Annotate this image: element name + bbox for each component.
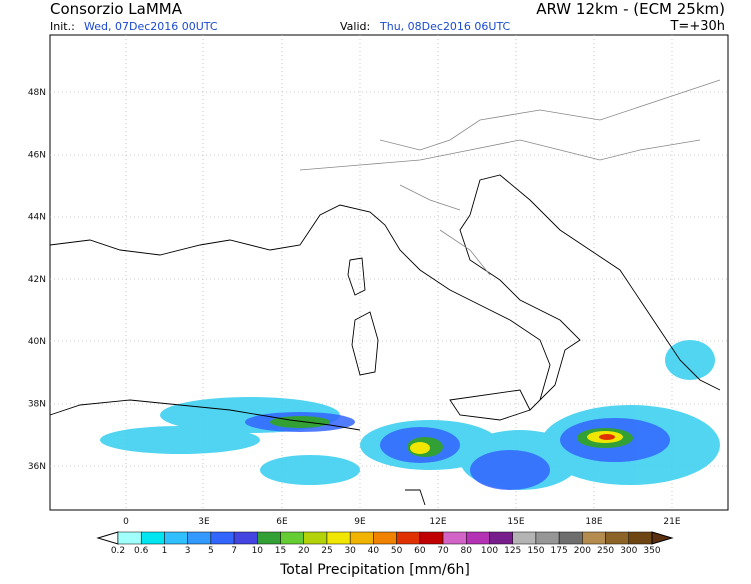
model: ARW 12km - (ECM 25km) (536, 0, 725, 18)
lon-label: 21E (663, 517, 680, 527)
init-value: Wed, 07Dec2016 00UTC (84, 20, 218, 33)
colorbar-box (257, 531, 281, 545)
axis-labels: 48N 46N 44N 42N 40N 38N 36N 0 3E 6E 9E 12E 15E 18E 21E (28, 88, 681, 527)
colorbar-box (628, 531, 653, 545)
lat-label: 42N (28, 275, 46, 285)
valid-value: Thu, 08Dec2016 06UTC (379, 20, 511, 33)
colorbar-label: 60 (414, 546, 426, 556)
colorbar-label: 7 (231, 546, 237, 556)
lon-label: 0 (123, 517, 129, 527)
colorbar-box (233, 531, 258, 545)
forecast-step: T=+30h (669, 19, 725, 34)
colorbar-label: 0.2 (111, 546, 125, 556)
colorbar-box (280, 531, 304, 545)
colorbar-box (558, 531, 583, 545)
colorbar-label: 80 (461, 546, 473, 556)
colorbar-label: 50 (391, 546, 403, 556)
colorbar-title: Total Precipitation [mm/6h] (279, 562, 470, 578)
lon-label: 6E (276, 517, 288, 527)
map-area (49, 34, 729, 511)
colorbar-box (140, 531, 165, 545)
colorbar-box (164, 531, 188, 545)
lat-label: 46N (28, 150, 46, 160)
colorbar-box (512, 531, 537, 545)
colorbar-label: 40 (368, 546, 380, 556)
colorbar-label: 150 (527, 546, 544, 556)
lat-label: 36N (28, 462, 46, 472)
colorbar-box (210, 531, 235, 545)
colorbar-box (535, 531, 560, 545)
lat-label: 44N (28, 213, 46, 223)
lon-label: 9E (354, 517, 366, 527)
title: Consorzio LaMMA (50, 0, 183, 18)
colorbar-label: 10 (252, 546, 264, 556)
lon-label: 12E (429, 517, 446, 527)
colorbar-label: 250 (597, 546, 614, 556)
colorbar: 0.2 0.6 1 3 5 7 10 15 20 25 30 40 50 60 70 80 100 125 150 1… (96, 531, 674, 556)
colorbar-label: 350 (643, 546, 660, 556)
colorbar-box (396, 531, 421, 545)
colorbar-box (605, 531, 630, 545)
lon-label: 3E (198, 517, 210, 527)
colorbar-label: 175 (551, 546, 568, 556)
lat-label: 40N (28, 337, 46, 347)
lat-label: 38N (28, 400, 46, 410)
init-label: Init.: (50, 20, 75, 33)
colorbar-box (303, 531, 328, 545)
colorbar-box (373, 531, 397, 545)
colorbar-box (442, 531, 467, 545)
colorbar-box (117, 531, 142, 545)
colorbar-label: 3 (185, 546, 191, 556)
colorbar-label: 70 (437, 546, 449, 556)
colorbar-low (96, 531, 119, 545)
colorbar-box (187, 531, 212, 545)
lon-label: 18E (585, 517, 602, 527)
colorbar-high (651, 531, 674, 545)
colorbar-box (582, 531, 606, 545)
colorbar-box (326, 531, 351, 545)
colorbar-label: 1 (162, 546, 168, 556)
colorbar-label: 125 (504, 546, 521, 556)
colorbar-label: 15 (275, 546, 286, 556)
colorbar-label: 200 (574, 546, 591, 556)
colorbar-label: 100 (481, 546, 498, 556)
colorbar-box (466, 531, 490, 545)
colorbar-label: 20 (298, 546, 310, 556)
colorbar-box (349, 531, 374, 545)
colorbar-label: 5 (208, 546, 214, 556)
colorbar-label: 30 (344, 546, 356, 556)
colorbar-label: 300 (620, 546, 637, 556)
lon-label: 15E (507, 517, 524, 527)
lat-label: 48N (28, 88, 46, 98)
colorbar-label: 25 (321, 546, 332, 556)
colorbar-box (419, 531, 444, 545)
valid-label: Valid: (340, 20, 370, 33)
colorbar-box (489, 531, 513, 545)
colorbar-label: 0.6 (134, 546, 149, 556)
